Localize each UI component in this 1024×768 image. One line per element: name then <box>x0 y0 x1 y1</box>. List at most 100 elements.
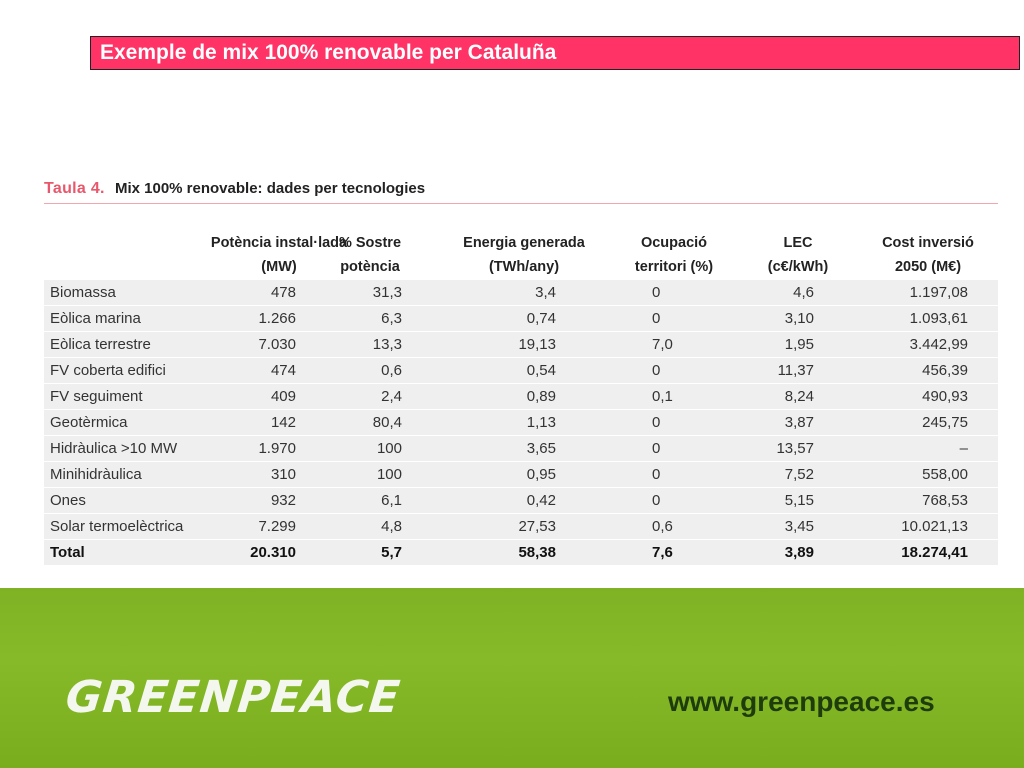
table-cell: 20.310 <box>202 539 302 566</box>
table-cell: 0,89 <box>438 383 610 410</box>
header-line2: 2050 (M€) <box>894 259 962 275</box>
table-cell: 6,3 <box>302 305 438 332</box>
table-cell: 6,1 <box>302 487 438 514</box>
table-cell: 0,6 <box>610 513 738 540</box>
table-cell: 474 <box>202 357 302 384</box>
table-cell: 7.299 <box>202 513 302 540</box>
table-cell: 310 <box>202 461 302 488</box>
table-cell: 0,1 <box>610 383 738 410</box>
table-cell: 456,39 <box>858 357 998 384</box>
header-line2: (TWh/any) <box>488 259 560 275</box>
table-row: Eòlica terrestre 7.030 13,3 19,13 7,0 1,95 3.4… <box>44 331 998 358</box>
footer-band <box>0 588 1024 768</box>
table-cell: 100 <box>302 461 438 488</box>
slide-title: Exemple de mix 100% renovable per Catalu… <box>100 41 557 64</box>
slide-title-bar: Exemple de mix 100% renovable per Catalu… <box>90 36 1020 70</box>
table-cell: 31,3 <box>302 280 438 306</box>
table-cell: 1,95 <box>738 331 858 358</box>
row-label: Solar termoelèctrica <box>44 513 202 540</box>
row-label: Biomassa <box>44 280 202 306</box>
header-investment-cost: Cost inversió 2050 (M€) <box>858 230 998 280</box>
table-cell: 1.093,61 <box>858 305 998 332</box>
renewable-mix-table: Potència instal·lada (MW) % Sostre potèn… <box>44 230 998 566</box>
table-row: FV seguiment 409 2,4 0,89 0,1 8,24 490,93 <box>44 383 998 410</box>
table-cell: 558,00 <box>858 461 998 488</box>
table-cell: 245,75 <box>858 409 998 436</box>
table-row: Biomassa 478 31,3 3,4 0 4,6 1.197,08 <box>44 280 998 306</box>
header-technology <box>44 230 202 280</box>
table-cell: 3,45 <box>738 513 858 540</box>
header-line1: Energia generada <box>463 235 585 251</box>
table-cell: 0 <box>610 487 738 514</box>
table-cell: 0 <box>610 435 738 462</box>
row-label: Geotèrmica <box>44 409 202 436</box>
header-line2: potència <box>340 259 400 275</box>
table-cell: 58,38 <box>438 539 610 566</box>
row-label: Hidràulica >10 MW <box>44 435 202 462</box>
table-cell: 7,52 <box>738 461 858 488</box>
table-cell: 768,53 <box>858 487 998 514</box>
row-label: Total <box>44 539 202 566</box>
table-total-row: Total 20.310 5,7 58,38 7,6 3,89 18.274,41 <box>44 539 998 566</box>
table-cell: 100 <box>302 435 438 462</box>
table-cell: 5,15 <box>738 487 858 514</box>
table-cell: 10.021,13 <box>858 513 998 540</box>
table-cell: 1.970 <box>202 435 302 462</box>
table-cell: 1.197,08 <box>858 280 998 306</box>
table-row: Eòlica marina 1.266 6,3 0,74 0 3,10 1.093,61 <box>44 305 998 332</box>
table-caption: Taula 4. Mix 100% renovable: dades per t… <box>44 180 998 204</box>
header-power-ceiling: % Sostre potència <box>302 230 438 280</box>
table-cell: 7,6 <box>610 539 738 566</box>
table-cell: 18.274,41 <box>858 539 998 566</box>
header-lec: LEC (c€/kWh) <box>738 230 858 280</box>
table-cell: 0 <box>610 357 738 384</box>
row-label: Eòlica terrestre <box>44 331 202 358</box>
header-line1: Cost inversió <box>882 235 974 251</box>
table-cell: 4,8 <box>302 513 438 540</box>
table-cell: 0,95 <box>438 461 610 488</box>
row-label: Ones <box>44 487 202 514</box>
header-land-occupation: Ocupació territori (%) <box>610 230 738 280</box>
table-cell: 1,13 <box>438 409 610 436</box>
header-line1: Ocupació <box>640 235 708 251</box>
table-caption-number: Taula 4. <box>44 180 105 197</box>
table-row: Minihidràulica 310 100 0,95 0 7,52 558,00 <box>44 461 998 488</box>
table-cell: 13,57 <box>738 435 858 462</box>
table-cell: 4,6 <box>738 280 858 306</box>
table-cell: 13,3 <box>302 331 438 358</box>
table-row: Hidràulica >10 MW 1.970 100 3,65 0 13,57– <box>44 435 998 462</box>
table-cell: 490,93 <box>858 383 998 410</box>
table-cell: 0 <box>610 409 738 436</box>
header-energy-generated: Energia generada (TWh/any) <box>438 230 610 280</box>
row-label: Minihidràulica <box>44 461 202 488</box>
header-installed-power: Potència instal·lada (MW) <box>202 230 347 280</box>
table-cell: 5,7 <box>302 539 438 566</box>
header-line2: (MW) <box>261 259 297 275</box>
table-cell: 478 <box>202 280 302 306</box>
table-cell: 0 <box>610 461 738 488</box>
table-cell: 3,89 <box>738 539 858 566</box>
table-cell: 7,0 <box>610 331 738 358</box>
table-cell: 0 <box>610 305 738 332</box>
header-line1: % Sostre <box>338 235 402 251</box>
table-cell: 80,4 <box>302 409 438 436</box>
greenpeace-logo: GREENPEACE <box>63 672 403 723</box>
table-cell: 0,6 <box>302 357 438 384</box>
header-line1: Potència instal·lada <box>210 235 348 251</box>
table-row: FV coberta edifici 474 0,6 0,54 0 11,37 456,39 <box>44 357 998 384</box>
table-cell: 1.266 <box>202 305 302 332</box>
table-cell: 11,37 <box>738 357 858 384</box>
table-row: Ones 932 6,1 0,42 0 5,15 768,53 <box>44 487 998 514</box>
table-cell: 27,53 <box>438 513 610 540</box>
table-cell: 2,4 <box>302 383 438 410</box>
table-cell: 8,24 <box>738 383 858 410</box>
row-label: FV seguiment <box>44 383 202 410</box>
table-caption-text: Mix 100% renovable: dades per tecnologie… <box>114 180 426 197</box>
table-cell: 19,13 <box>438 331 610 358</box>
table-cell: 0,54 <box>438 357 610 384</box>
table-cell: 3,4 <box>438 280 610 306</box>
header-line1: LEC <box>783 235 813 251</box>
table-row: Solar termoelèctrica 7.299 4,8 27,53 0,6 3,45… <box>44 513 998 540</box>
table-cell: 932 <box>202 487 302 514</box>
table-cell: 0,74 <box>438 305 610 332</box>
